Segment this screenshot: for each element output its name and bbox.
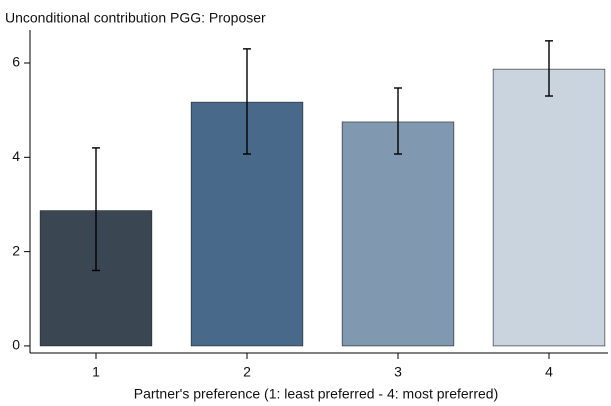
x-tick-label: 4 <box>545 364 553 380</box>
y-tick-label: 2 <box>12 242 20 258</box>
bar <box>492 68 606 347</box>
y-tick-label: 4 <box>12 148 20 164</box>
y-tick-label: 0 <box>12 337 20 353</box>
bar <box>341 121 455 347</box>
chart-title: Unconditional contribution PGG: Proposer <box>5 10 266 26</box>
x-tick-label: 3 <box>394 364 402 380</box>
y-tick-label: 6 <box>12 54 20 70</box>
x-axis-label: Partner's preference (1: least preferred… <box>134 386 499 402</box>
x-tick-label: 2 <box>243 364 251 380</box>
x-tick-label: 1 <box>92 364 100 380</box>
